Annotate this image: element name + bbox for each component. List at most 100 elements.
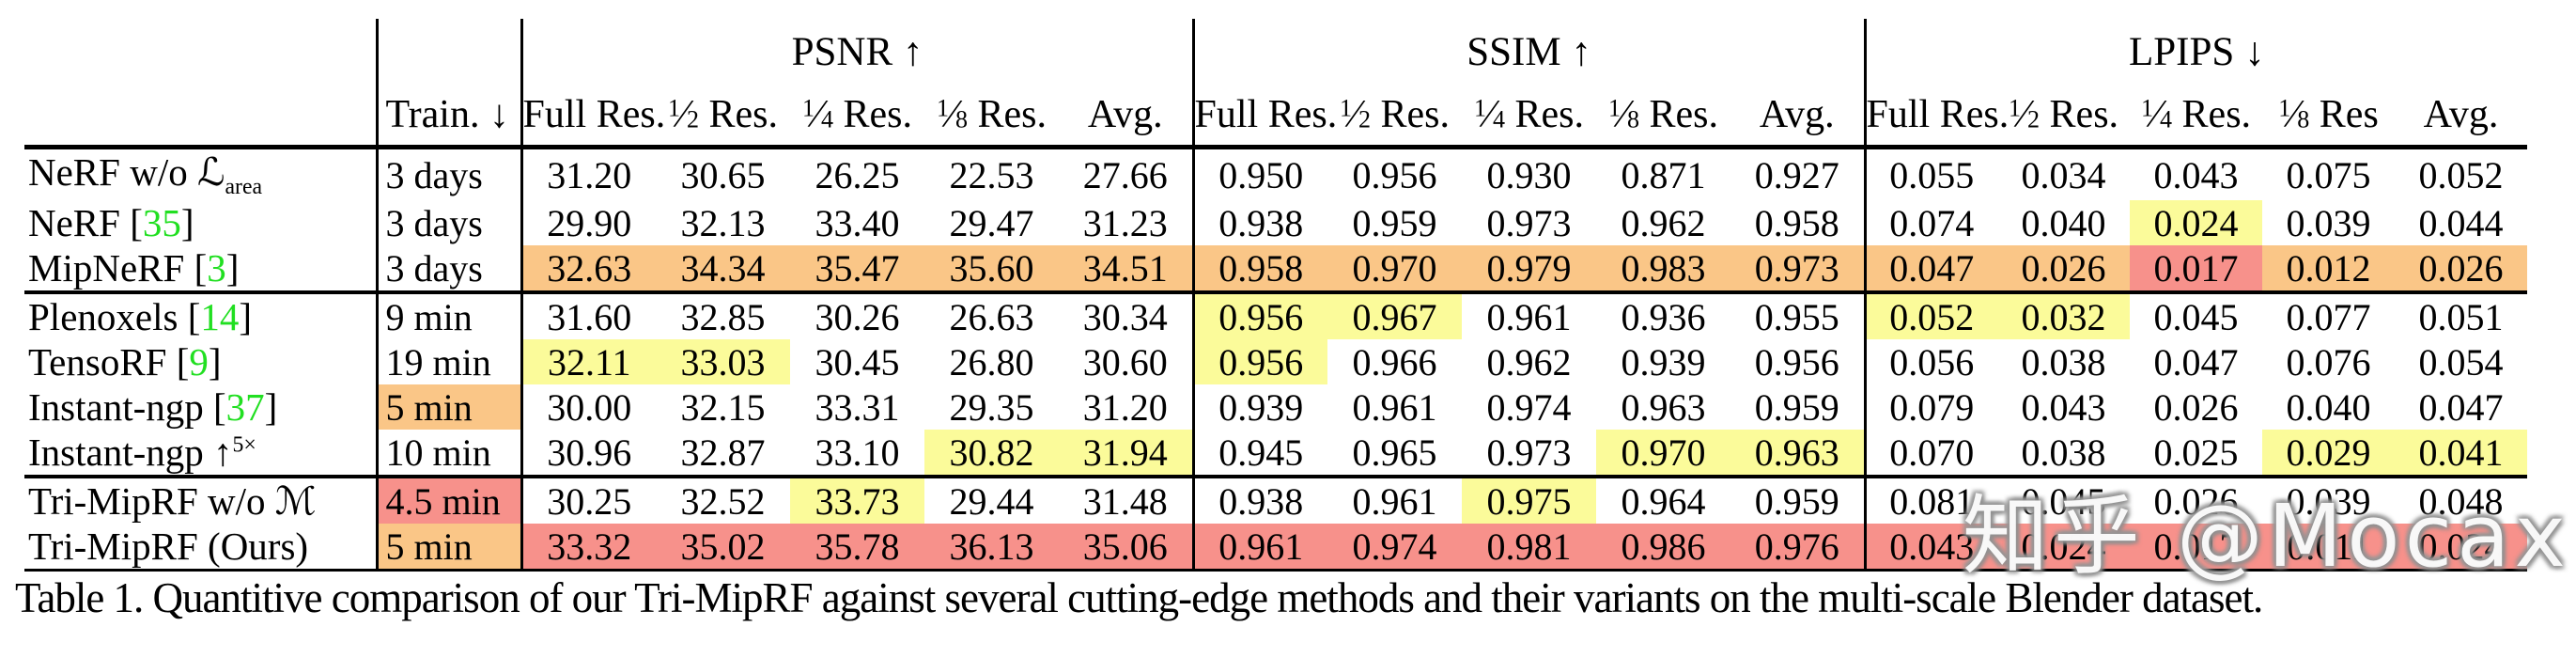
metric-cell: 0.945	[1193, 430, 1328, 479]
metric-cell: 26.63	[949, 295, 1034, 338]
up-arrow-icon: ↑	[213, 431, 233, 475]
train-blank	[377, 19, 523, 75]
citation-number: 9	[189, 340, 209, 384]
metric-cell: 0.074	[1889, 201, 1975, 244]
script-symbol: ℳ	[274, 478, 317, 525]
metric-cell: 0.964	[1621, 479, 1706, 523]
metric-cell: 0.070	[1865, 430, 1998, 479]
metric-cell: 32.15	[680, 385, 766, 429]
metric-group-header: SSIM ↑	[1193, 19, 1867, 75]
metric-cell: 0.017	[2130, 245, 2263, 295]
col-header-psnr: Full Res.	[521, 75, 665, 149]
metric-cell: 0.039	[2286, 201, 2371, 244]
metric-cell: 35.47	[790, 245, 924, 295]
metric-cell: 30.45	[815, 340, 900, 384]
col-header-ssim: 1⁄2 Res.	[1327, 75, 1463, 149]
col-header-ssim: Avg.	[1730, 75, 1867, 149]
metric-cell: 0.958	[1193, 245, 1328, 295]
metric-cell: 32.87	[656, 430, 790, 479]
metric-cell: 32.13	[680, 201, 766, 244]
col-header-lpips: Avg.	[2395, 75, 2528, 149]
metric-cell: 31.48	[1059, 477, 1195, 525]
col-header-lpips: 1⁄4 Res.	[2130, 75, 2263, 149]
metric-cell: 0.045	[2153, 295, 2239, 338]
metric-cell: 0.936	[1621, 295, 1706, 338]
metric-cell: 0.962	[1621, 201, 1706, 244]
metric-cell: 0.039	[2286, 479, 2371, 523]
watermark: 知乎 @Mocax	[1962, 486, 2570, 587]
metric-cell: 0.938	[1218, 201, 1304, 244]
metric-cell: 0.986	[1596, 524, 1731, 572]
metric-cell: 0.970	[1596, 430, 1731, 479]
table-row: Instant-ngp [37] 5 min 30.00 32.15 33.31 29.3…	[24, 384, 2527, 431]
metric-cell: 0.043	[2021, 385, 2106, 429]
metric-cell: 0.939	[1218, 385, 1304, 429]
metric-cell: 31.23	[1059, 200, 1195, 246]
metric-cell: 0.970	[1327, 245, 1463, 295]
metric-cell: 35.02	[656, 524, 790, 572]
metric-cell: 0.076	[2286, 340, 2371, 384]
method-name: Instant-ngp ↑5×	[24, 430, 379, 479]
metric-cell: 32.11	[521, 339, 656, 385]
metric-cell: 0.081	[1889, 479, 1975, 523]
metric-cell: 0.075	[2286, 153, 2371, 196]
metric-cell: 0.051	[2418, 295, 2504, 338]
script-symbol: ℒ	[196, 149, 225, 195]
metric-cell: 0.011	[2262, 524, 2396, 572]
metric-cell: 0.024	[2130, 200, 2263, 246]
metric-cell: 0.025	[2130, 430, 2263, 479]
col-header-lpips: 1⁄2 Res.	[1997, 75, 2131, 149]
metric-cell: 30.82	[924, 430, 1059, 479]
col-header-psnr: 1⁄2 Res.	[656, 75, 790, 149]
metric-cell: 0.040	[2286, 385, 2371, 429]
col-header-lpips: Full Res.	[1865, 75, 2009, 149]
metric-cell: 0.938	[1218, 479, 1304, 523]
metric-cell: 0.927	[1730, 147, 1867, 201]
train-time: 5 min	[377, 384, 523, 431]
table-row: Tri-MipRF w/o ℳ 4.5 min 30.25 32.52 33.73 29.…	[24, 477, 2527, 525]
metric-cell: 0.032	[1997, 292, 2131, 340]
metric-cell: 0.026	[2153, 479, 2239, 523]
metric-cell: 29.35	[949, 385, 1034, 429]
table-row: MipNeRF [3] 3 days 32.63 34.34 35.47 35.60 34.…	[24, 245, 2528, 295]
metric-cell: 0.038	[1997, 430, 2131, 479]
metric-cell: 0.961	[1486, 295, 1572, 338]
table-row: Tri-MipRF (Ours) 5 min 33.32 35.02 35.78 36.1…	[24, 524, 2528, 572]
metric-cell: 0.026	[1997, 245, 2131, 295]
metric-cell: 0.871	[1621, 153, 1706, 196]
metric-group-header: LPIPS ↓	[2128, 30, 2265, 74]
metric-cell: 0.055	[1889, 153, 1975, 196]
table-row: NeRF [35] 3 days 29.90 32.13 33.40 29.47 31.23…	[24, 200, 2527, 246]
method-name: MipNeRF [3]	[24, 245, 379, 295]
metric-cell: 0.956	[1730, 339, 1867, 385]
metric-cell: 0.959	[1730, 477, 1867, 525]
method-name: Tri-MipRF w/o ℳ	[24, 477, 379, 525]
col-header-lpips: 1⁄8 Res	[2262, 75, 2396, 149]
metric-cell: 33.32	[521, 524, 656, 572]
col-header-train: Train. ↓	[377, 75, 523, 149]
method-name: NeRF w/o ℒarea	[24, 147, 379, 201]
metric-cell: 32.85	[680, 295, 766, 338]
metric-cell: 0.017	[2130, 524, 2263, 572]
metric-cell: 33.03	[656, 339, 790, 385]
metric-cell: 0.963	[1621, 385, 1706, 429]
col-header-psnr: 1⁄4 Res.	[790, 75, 924, 149]
metric-cell: 0.976	[1730, 524, 1867, 572]
metric-cell: 30.96	[521, 430, 656, 479]
metric-cell: 0.956	[1193, 292, 1328, 340]
metric-cell: 0.961	[1193, 524, 1328, 572]
metric-cell: 0.959	[1352, 201, 1437, 244]
table-row: TensoRF [9] 19 min 32.11 33.03 30.45 26.80 30.…	[24, 339, 2527, 385]
col-header-psnr: Avg.	[1059, 75, 1195, 149]
metric-cell: 0.038	[2021, 340, 2106, 384]
metric-cell: 0.965	[1327, 430, 1463, 479]
metric-cell: 26.25	[815, 153, 900, 196]
metric-cell: 0.930	[1486, 153, 1572, 196]
metric-cell: 0.955	[1730, 292, 1867, 340]
metric-cell: 0.047	[1865, 245, 1998, 295]
method-name: Tri-MipRF (Ours)	[24, 524, 379, 572]
metric-cell: 31.20	[547, 153, 632, 196]
metric-cell: 30.00	[547, 385, 632, 429]
metric-cell: 0.975	[1462, 477, 1597, 525]
citation-number: 3	[207, 246, 226, 290]
